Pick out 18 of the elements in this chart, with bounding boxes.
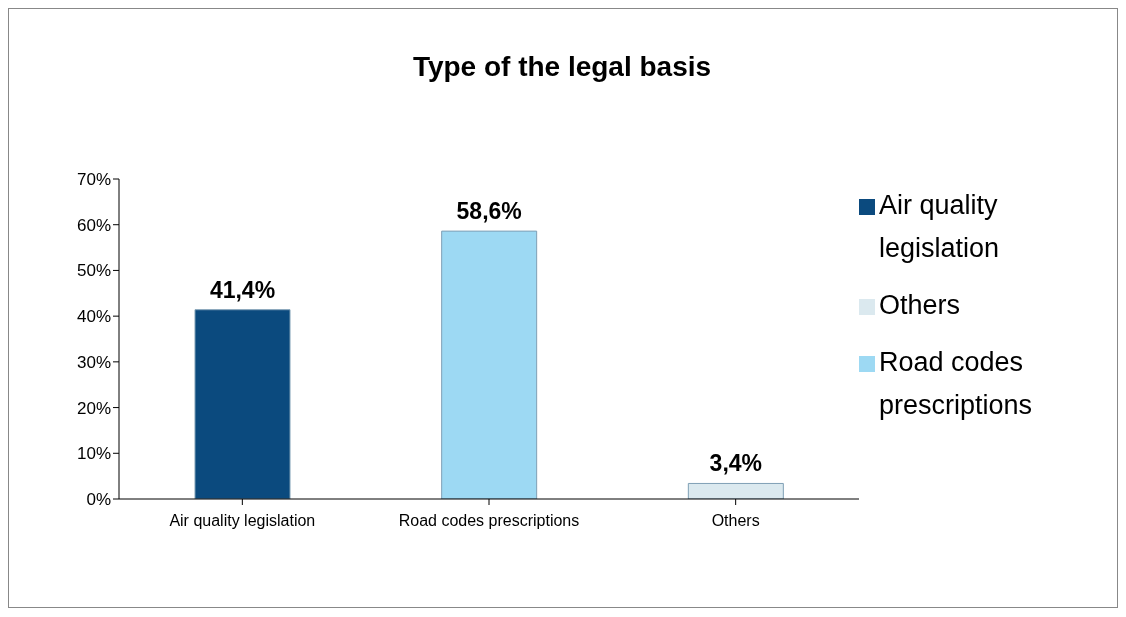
x-tick-label: Air quality legislation	[169, 512, 316, 530]
data-label: 3,4%	[709, 450, 763, 477]
y-tick-label: 50%	[76, 261, 111, 281]
x-tick-label: Others	[711, 512, 760, 530]
x-tick-label: Road codes prescriptions	[398, 512, 580, 530]
y-tick-label: 20%	[76, 398, 111, 418]
y-tick-label: 70%	[76, 170, 111, 190]
y-tick-label: 40%	[76, 307, 111, 327]
y-tick-label: 10%	[76, 444, 111, 464]
legend-label: Others	[879, 289, 962, 322]
legend-label: Air quality legislation	[879, 189, 1001, 265]
y-tick-label: 30%	[76, 352, 111, 372]
data-label: 58,6%	[456, 198, 522, 225]
chart-title: Type of the legal basis	[411, 51, 713, 83]
legend-label: Road codes prescriptions	[879, 346, 1034, 422]
y-tick-label: 60%	[76, 215, 111, 235]
data-label: 41,4%	[209, 276, 276, 303]
y-tick-label: 0%	[86, 490, 111, 510]
